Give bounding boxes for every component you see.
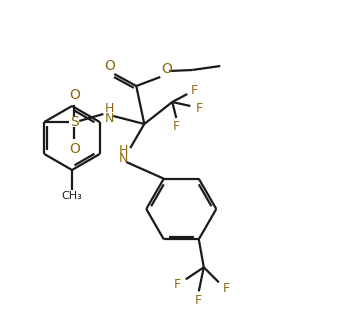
- Text: F: F: [191, 84, 198, 96]
- Text: CH₃: CH₃: [62, 191, 82, 201]
- Text: N: N: [119, 152, 128, 166]
- Text: O: O: [161, 62, 172, 76]
- Text: S: S: [70, 115, 79, 129]
- Text: H: H: [105, 102, 114, 115]
- Text: O: O: [104, 59, 115, 73]
- Text: F: F: [174, 278, 181, 291]
- Text: O: O: [69, 88, 80, 102]
- Text: F: F: [195, 294, 202, 307]
- Text: O: O: [69, 142, 80, 156]
- Text: F: F: [173, 121, 180, 134]
- Text: H: H: [119, 145, 128, 157]
- Text: F: F: [223, 282, 230, 295]
- Text: N: N: [105, 111, 114, 125]
- Text: F: F: [196, 102, 203, 115]
